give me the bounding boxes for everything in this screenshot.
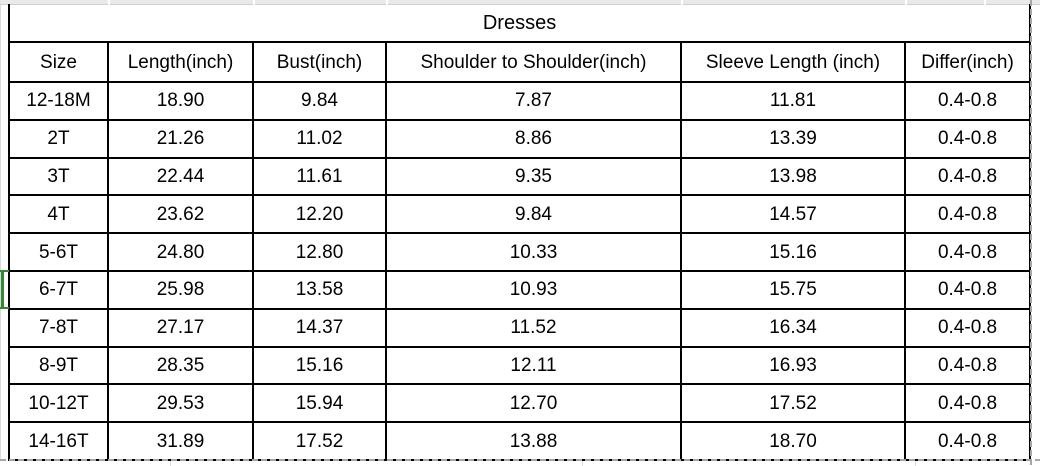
value-cell[interactable]: 17.52 [680,383,906,424]
value-cell[interactable]: 22.44 [107,156,254,197]
value-cell[interactable]: 12.20 [252,194,387,235]
value-cell[interactable]: 15.75 [680,269,906,310]
value-cell[interactable]: 0.4-0.8 [903,81,1032,121]
table-row: 3T 22.44 11.61 9.35 13.98 0.4-0.8 [8,156,1032,197]
sheet-gridline-gap [253,0,255,5]
page-break-line-horizontal [0,459,1040,461]
value-cell[interactable]: 0.4-0.8 [903,232,1032,272]
sheet-gridline-gap [108,0,110,5]
value-cell[interactable]: 0.4-0.8 [903,118,1032,159]
value-cell[interactable]: 12.80 [252,232,387,272]
value-cell[interactable]: 25.98 [107,269,254,310]
selection-indicator-top-edge [0,270,9,272]
table-row: 2T 21.26 11.02 8.86 13.39 0.4-0.8 [8,118,1032,159]
sheet-gridline-bottom [582,461,583,466]
value-cell[interactable]: 15.16 [252,345,387,386]
value-cell[interactable]: 17.52 [252,421,387,461]
value-cell[interactable]: 13.88 [385,421,682,461]
column-header-cell[interactable]: Size [8,41,109,83]
table-row: 6-7T 25.98 13.58 10.93 15.75 0.4-0.8 [8,269,1032,310]
value-cell[interactable]: 21.26 [107,118,254,159]
sheet-gridline-left [0,5,1,460]
column-header-cell[interactable]: Shoulder to Shoulder(inch) [385,41,682,83]
size-cell[interactable]: 14-16T [8,421,109,461]
column-header-cell[interactable]: Sleeve Length (inch) [680,41,906,83]
sheet-gridline-bottom [915,461,916,466]
value-cell[interactable]: 15.94 [252,383,387,424]
table-row: 7-8T 27.17 14.37 11.52 16.34 0.4-0.8 [8,307,1032,348]
value-cell[interactable]: 0.4-0.8 [903,421,1032,461]
table-row: 4T 23.62 12.20 9.84 14.57 0.4-0.8 [8,194,1032,235]
value-cell[interactable]: 18.90 [107,81,254,121]
value-cell[interactable]: 13.39 [680,118,906,159]
table-row: 8-9T 28.35 15.16 12.11 16.93 0.4-0.8 [8,345,1032,386]
size-chart-table: Dresses Size Length(inch) Bust(inch) Should… [7,4,1032,461]
sheet-gridline-gap [905,0,907,5]
value-cell[interactable]: 15.16 [680,232,906,272]
value-cell[interactable]: 27.17 [107,307,254,348]
value-cell[interactable]: 0.4-0.8 [903,383,1032,424]
size-cell[interactable]: 6-7T [8,269,109,310]
value-cell[interactable]: 0.4-0.8 [903,345,1032,386]
value-cell[interactable]: 11.02 [252,118,387,159]
selection-indicator-bottom-edge [0,307,9,309]
size-cell[interactable]: 3T [8,156,109,197]
value-cell[interactable]: 0.4-0.8 [903,307,1032,348]
value-cell[interactable]: 16.93 [680,345,906,386]
value-cell[interactable]: 9.35 [385,156,682,197]
size-cell[interactable]: 8-9T [8,345,109,386]
size-cell[interactable]: 2T [8,118,109,159]
sheet-gridline-gap [386,0,388,5]
value-cell[interactable]: 0.4-0.8 [903,156,1032,197]
value-cell[interactable]: 0.4-0.8 [903,194,1032,235]
table-row: 12-18M 18.90 9.84 7.87 11.81 0.4-0.8 [8,81,1032,121]
page-break-line-vertical [1030,0,1032,466]
column-header-cell[interactable]: Bust(inch) [252,41,387,83]
selection-indicator [1,271,4,309]
sheet-gridline-gap [984,0,986,5]
value-cell[interactable]: 9.84 [252,81,387,121]
value-cell[interactable]: 14.37 [252,307,387,348]
size-cell[interactable]: 7-8T [8,307,109,348]
value-cell[interactable]: 23.62 [107,194,254,235]
value-cell[interactable]: 14.57 [680,194,906,235]
value-cell[interactable]: 11.81 [680,81,906,121]
table-header-row: Size Length(inch) Bust(inch) Shoulder to Sh… [8,41,1032,83]
value-cell[interactable]: 11.52 [385,307,682,348]
value-cell[interactable]: 9.84 [385,194,682,235]
column-header-cell[interactable]: Differ(inch) [903,41,1032,83]
value-cell[interactable]: 28.35 [107,345,254,386]
size-cell[interactable]: 4T [8,194,109,235]
value-cell[interactable]: 11.61 [252,156,387,197]
sheet-gridline-gap [681,0,683,5]
value-cell[interactable]: 29.53 [107,383,254,424]
table-title-row: Dresses [7,4,1032,43]
value-cell[interactable]: 16.34 [680,307,906,348]
table-row: 10-12T 29.53 15.94 12.70 17.52 0.4-0.8 [8,383,1032,424]
value-cell[interactable]: 13.98 [680,156,906,197]
size-cell[interactable]: 12-18M [8,81,109,121]
size-cell[interactable]: 5-6T [8,232,109,272]
value-cell[interactable]: 24.80 [107,232,254,272]
size-cell[interactable]: 10-12T [8,383,109,424]
value-cell[interactable]: 10.33 [385,232,682,272]
value-cell[interactable]: 12.11 [385,345,682,386]
column-header-cell[interactable]: Length(inch) [107,41,254,83]
table-row: 5-6T 24.80 12.80 10.33 15.16 0.4-0.8 [8,232,1032,272]
value-cell[interactable]: 10.93 [385,269,682,310]
value-cell[interactable]: 31.89 [107,421,254,461]
sheet-gridline-bottom [170,461,171,466]
value-cell[interactable]: 18.70 [680,421,906,461]
value-cell[interactable]: 8.86 [385,118,682,159]
value-cell[interactable]: 7.87 [385,81,682,121]
value-cell[interactable]: 13.58 [252,269,387,310]
table-title-cell[interactable]: Dresses [7,4,1032,43]
value-cell[interactable]: 12.70 [385,383,682,424]
table-row: 14-16T 31.89 17.52 13.88 18.70 0.4-0.8 [8,421,1032,461]
value-cell[interactable]: 0.4-0.8 [903,269,1032,310]
